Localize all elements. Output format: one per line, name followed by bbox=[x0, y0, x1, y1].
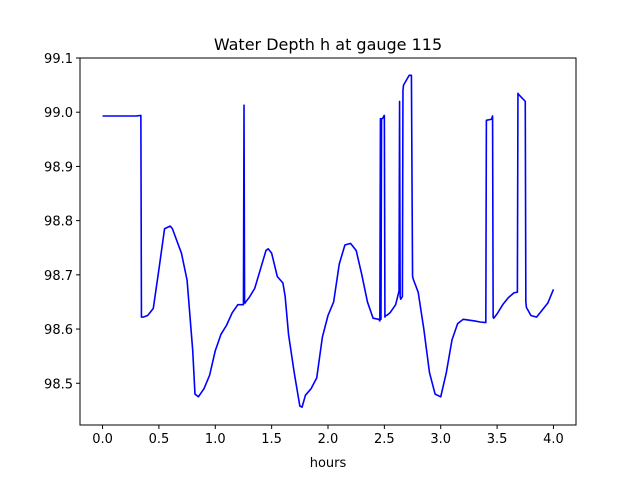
chart-title: Water Depth h at gauge 115 bbox=[214, 35, 442, 54]
x-tick-label: 2.0 bbox=[318, 432, 339, 447]
y-tick-label: 98.6 bbox=[44, 323, 73, 338]
x-tick-label: 0.0 bbox=[92, 432, 113, 447]
y-tick-label: 98.5 bbox=[44, 377, 73, 392]
x-tick-label: 1.5 bbox=[261, 432, 282, 447]
plot-area bbox=[102, 74, 555, 408]
series-line-0 bbox=[102, 74, 555, 408]
y-tick-label: 98.9 bbox=[44, 160, 73, 175]
x-tick-label: 0.5 bbox=[149, 432, 170, 447]
y-tick-label: 98.8 bbox=[44, 215, 73, 230]
y-tick-label: 99.1 bbox=[44, 52, 73, 67]
axis-ticks: 0.0 0.5 1.0 1.5 2.0 2.5 3.0 3.5 4.0 98.5 98.6 98.7 9… bbox=[44, 52, 564, 447]
x-tick-label: 3.0 bbox=[430, 432, 451, 447]
x-tick-label: 3.5 bbox=[487, 432, 508, 447]
y-tick-label: 99.0 bbox=[44, 106, 73, 121]
x-tick-label: 4.0 bbox=[543, 432, 564, 447]
x-tick-label: 2.5 bbox=[374, 432, 395, 447]
x-tick-label: 1.0 bbox=[205, 432, 226, 447]
x-axis-label: hours bbox=[310, 456, 347, 471]
y-tick-label: 98.7 bbox=[44, 269, 73, 284]
